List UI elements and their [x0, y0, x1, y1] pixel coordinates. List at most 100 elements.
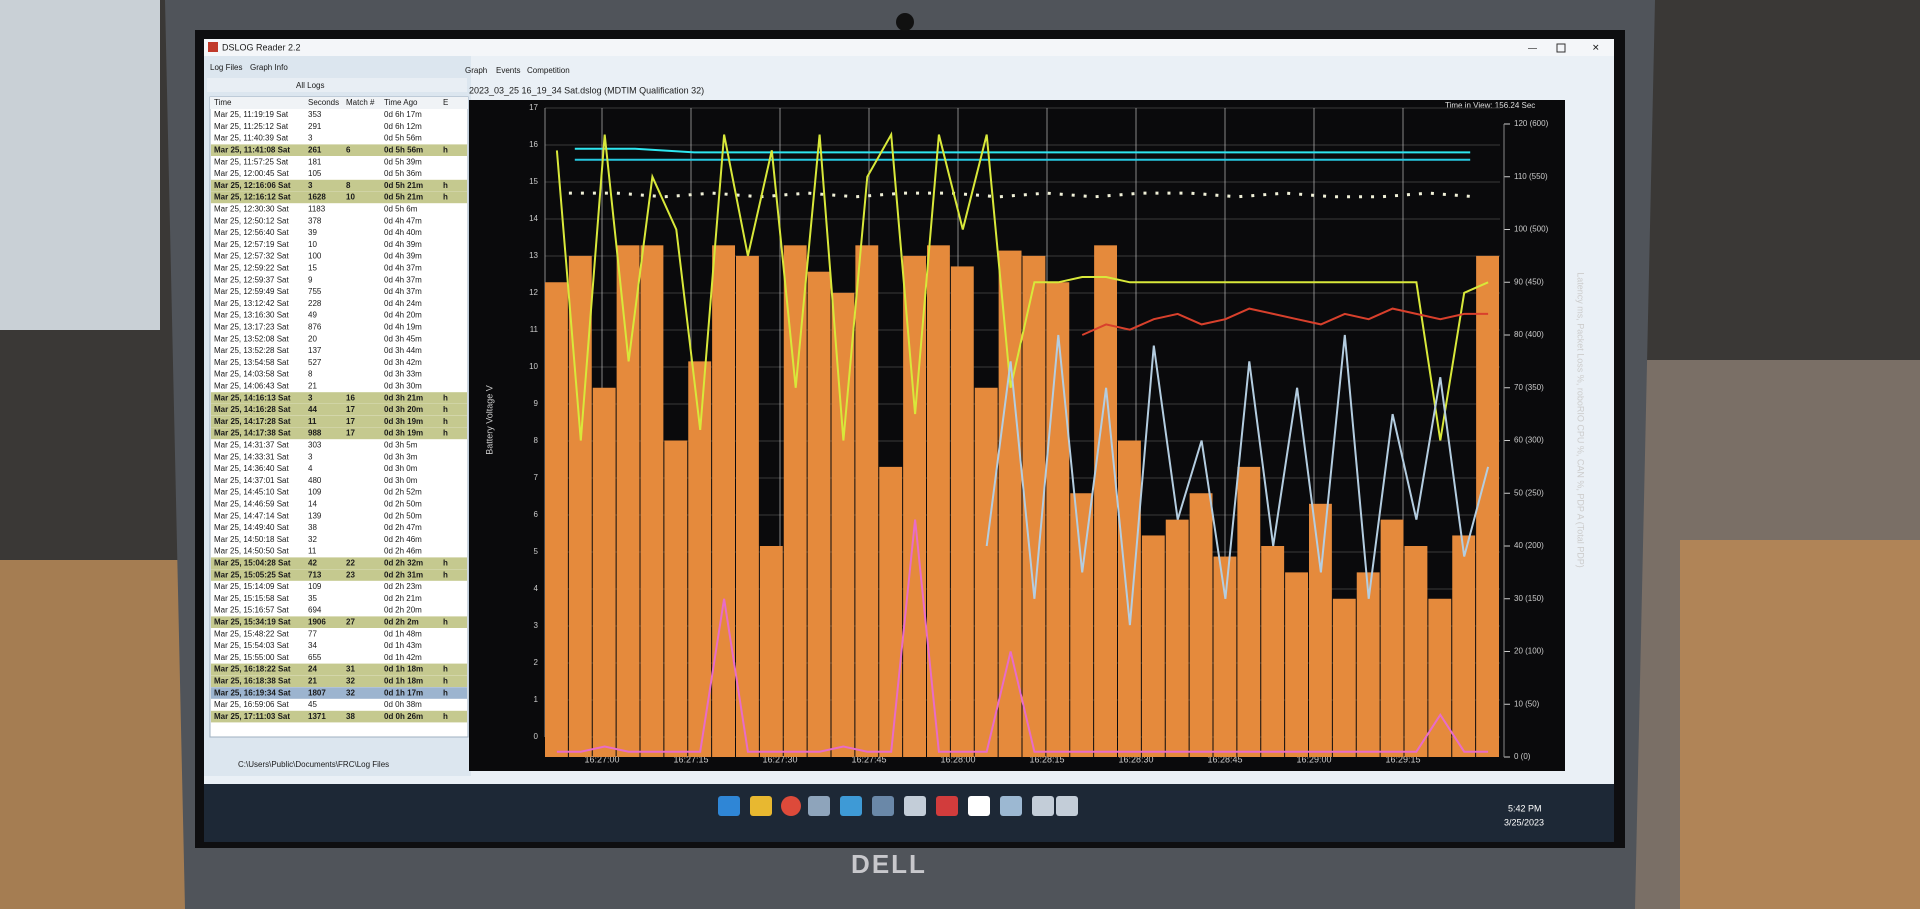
row-cell[interactable]: 0d 3h 30m — [384, 382, 422, 391]
taskbar-icon[interactable] — [781, 796, 801, 816]
row-cell[interactable]: 38 — [308, 523, 317, 532]
row-cell[interactable]: Mar 25, 14:03:58 Sat — [214, 370, 289, 379]
row-cell[interactable]: 0d 2h 50m — [384, 511, 422, 520]
menu-tab[interactable]: Log Files — [210, 63, 242, 72]
row-cell[interactable]: 0d 2h 31m — [384, 570, 423, 579]
row-cell[interactable]: Mar 25, 14:45:10 Sat — [214, 488, 289, 497]
taskbar-icon[interactable] — [808, 796, 830, 816]
row-cell[interactable]: Mar 25, 12:59:22 Sat — [214, 264, 289, 273]
row-cell[interactable]: 1906 — [308, 618, 326, 627]
row-cell[interactable]: 291 — [308, 122, 322, 131]
row-cell[interactable]: h — [443, 618, 448, 627]
row-cell[interactable]: 0d 1h 42m — [384, 653, 422, 662]
row-cell[interactable]: Mar 25, 15:14:09 Sat — [214, 582, 289, 591]
graph-tab[interactable]: Competition — [527, 66, 570, 75]
row-cell[interactable]: Mar 25, 14:46:59 Sat — [214, 500, 289, 509]
row-cell[interactable]: 4 — [308, 464, 313, 473]
row-cell[interactable]: 713 — [308, 570, 322, 579]
row-cell[interactable]: Mar 25, 14:31:37 Sat — [214, 441, 289, 450]
row-cell[interactable]: 3 — [308, 393, 313, 402]
row-cell[interactable]: Mar 25, 12:59:37 Sat — [214, 275, 289, 284]
graph-tab[interactable]: Graph — [465, 66, 487, 75]
row-cell[interactable]: 0d 3h 5m — [384, 441, 418, 450]
row-cell[interactable]: 8 — [346, 181, 351, 190]
row-cell[interactable]: 0d 4h 40m — [384, 228, 422, 237]
taskbar-icon[interactable] — [750, 796, 772, 816]
row-cell[interactable]: 8 — [308, 370, 313, 379]
row-cell[interactable]: 0d 1h 18m — [384, 665, 423, 674]
row-cell[interactable]: 139 — [308, 511, 322, 520]
row-cell[interactable]: 0d 2h 46m — [384, 535, 422, 544]
menu-tab[interactable]: Graph Info — [250, 63, 288, 72]
row-cell[interactable]: Mar 25, 15:05:25 Sat — [214, 570, 291, 579]
row-cell[interactable]: 49 — [308, 311, 317, 320]
row-cell[interactable]: 32 — [308, 535, 317, 544]
row-cell[interactable]: Mar 25, 14:49:40 Sat — [214, 523, 289, 532]
row-cell[interactable]: 27 — [346, 618, 355, 627]
row-cell[interactable]: 23 — [346, 570, 355, 579]
row-cell[interactable]: h — [443, 665, 448, 674]
row-cell[interactable]: 44 — [308, 405, 317, 414]
taskbar-icon[interactable] — [872, 796, 894, 816]
row-cell[interactable]: Mar 25, 11:57:25 Sat — [214, 157, 289, 166]
row-cell[interactable]: 45 — [308, 700, 317, 709]
taskbar-icon[interactable] — [1000, 796, 1022, 816]
row-cell[interactable]: Mar 25, 12:57:32 Sat — [214, 252, 289, 261]
row-cell[interactable]: 21 — [308, 677, 317, 686]
row-cell[interactable]: 39 — [308, 228, 317, 237]
row-cell[interactable]: Mar 25, 14:16:28 Sat — [214, 405, 291, 414]
row-cell[interactable]: 0d 3h 3m — [384, 452, 418, 461]
row-cell[interactable]: Mar 25, 12:00:45 Sat — [214, 169, 289, 178]
row-cell[interactable]: 261 — [308, 146, 322, 155]
row-cell[interactable]: 0d 2h 47m — [384, 523, 422, 532]
row-cell[interactable]: 14 — [308, 500, 317, 509]
row-cell[interactable]: Mar 25, 14:17:38 Sat — [214, 429, 291, 438]
row-cell[interactable]: 34 — [308, 641, 317, 650]
row-cell[interactable]: 0d 3h 0m — [384, 476, 418, 485]
row-cell[interactable]: Mar 25, 12:56:40 Sat — [214, 228, 289, 237]
row-cell[interactable]: h — [443, 570, 448, 579]
row-cell[interactable]: 876 — [308, 323, 322, 332]
row-cell[interactable]: Mar 25, 11:25:12 Sat — [214, 122, 289, 131]
row-cell[interactable]: Mar 25, 12:16:12 Sat — [214, 193, 291, 202]
taskbar-icon[interactable] — [840, 796, 862, 816]
row-cell[interactable]: Mar 25, 12:16:06 Sat — [214, 181, 291, 190]
row-cell[interactable]: 0d 4h 24m — [384, 299, 422, 308]
row-cell[interactable]: 0d 4h 37m — [384, 275, 422, 284]
row-cell[interactable]: 137 — [308, 346, 322, 355]
row-cell[interactable]: 10 — [346, 193, 355, 202]
row-cell[interactable]: 109 — [308, 582, 322, 591]
row-cell[interactable]: 0d 5h 56m — [384, 134, 422, 143]
row-cell[interactable]: 3 — [308, 181, 313, 190]
row-cell[interactable]: 0d 6h 12m — [384, 122, 422, 131]
row-cell[interactable]: 3 — [308, 134, 313, 143]
row-cell[interactable]: 988 — [308, 429, 322, 438]
row-cell[interactable]: 0d 4h 47m — [384, 216, 422, 225]
row-cell[interactable]: 655 — [308, 653, 322, 662]
row-cell[interactable]: 0d 2h 32m — [384, 559, 423, 568]
row-cell[interactable]: 15 — [308, 264, 317, 273]
row-cell[interactable]: 0d 2h 46m — [384, 547, 422, 556]
row-cell[interactable]: 480 — [308, 476, 322, 485]
column-header[interactable]: Match # — [346, 98, 375, 107]
taskbar-icon[interactable] — [1056, 796, 1078, 816]
row-cell[interactable]: 1628 — [308, 193, 326, 202]
column-header[interactable]: Seconds — [308, 98, 339, 107]
row-cell[interactable]: 378 — [308, 216, 322, 225]
row-cell[interactable]: Mar 25, 12:59:49 Sat — [214, 287, 289, 296]
row-cell[interactable]: Mar 25, 13:17:23 Sat — [214, 323, 289, 332]
row-cell[interactable]: 0d 4h 39m — [384, 240, 422, 249]
row-cell[interactable]: 0d 2h 2m — [384, 618, 419, 627]
taskbar-icon[interactable] — [904, 796, 926, 816]
row-cell[interactable]: 0d 1h 17m — [384, 688, 423, 697]
column-header[interactable]: Time — [214, 98, 232, 107]
row-cell[interactable]: 0d 4h 39m — [384, 252, 422, 261]
row-cell[interactable]: 0d 3h 33m — [384, 370, 422, 379]
row-cell[interactable]: 527 — [308, 358, 322, 367]
row-cell[interactable]: 31 — [346, 665, 355, 674]
row-cell[interactable]: 0d 0h 38m — [384, 700, 422, 709]
graph-tab[interactable]: Events — [496, 66, 520, 75]
row-cell[interactable]: 0d 5h 21m — [384, 193, 423, 202]
row-cell[interactable]: 0d 1h 43m — [384, 641, 422, 650]
row-cell[interactable]: 0d 5h 36m — [384, 169, 422, 178]
